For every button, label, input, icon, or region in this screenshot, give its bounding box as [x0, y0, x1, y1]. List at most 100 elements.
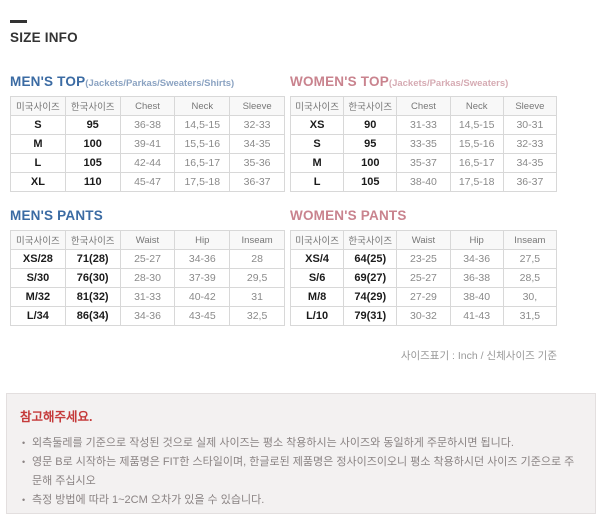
size-value-cell: 79(31): [343, 306, 398, 326]
table-row: L 105 38-40 17,5-18 36-37: [289, 172, 558, 192]
mens-pants-table: 미국사이즈 한국사이즈 Waist Hip Inseam XS/28 71(28) 25-27…: [10, 230, 285, 326]
measurement-cell: 40-42: [174, 287, 231, 307]
measurement-cell: 28: [229, 249, 285, 269]
table-header-row: 미국사이즈 한국사이즈 Chest Neck Sleeve: [289, 96, 558, 116]
measurement-cell: 34-36: [174, 249, 231, 269]
size-value-cell: L/34: [10, 306, 66, 326]
column-header: Waist: [119, 230, 176, 250]
measurement-cell: 33-35: [396, 134, 451, 154]
measurement-cell: 36-38: [119, 115, 176, 135]
measurement-cell: 32,5: [229, 306, 285, 326]
column-header: Waist: [396, 230, 451, 250]
column-header: Inseam: [229, 230, 285, 250]
measurement-cell: 31-33: [396, 115, 451, 135]
measurement-cell: 17,5-18: [449, 172, 504, 192]
measurement-cell: 25-27: [396, 268, 451, 288]
size-value-cell: 100: [64, 134, 121, 154]
measurement-cell: 30-32: [396, 306, 451, 326]
size-value-cell: 95: [64, 115, 121, 135]
table-row: S 95 33-35 15,5-16 32-33: [289, 134, 558, 154]
table-row: S/6 69(27) 25-27 36-38 28,5: [289, 268, 558, 288]
measurement-cell: 32-33: [502, 134, 558, 154]
table-row: L 105 42-44 16,5-17 35-36: [10, 153, 285, 173]
measurement-cell: 36-37: [502, 172, 558, 192]
notice-item: • 영문 B로 시작하는 제품명은 FIT한 스타일이며, 한글로된 제품명은 정…: [20, 453, 581, 491]
column-header: 한국사이즈: [343, 96, 398, 116]
measurement-cell: 36-37: [229, 172, 285, 192]
measurement-cell: 37-39: [174, 268, 231, 288]
measurement-cell: 23-25: [396, 249, 451, 269]
measurement-cell: 41-43: [449, 306, 504, 326]
measurement-cell: 45-47: [119, 172, 176, 192]
page-title: SIZE INFO: [10, 30, 78, 45]
size-value-cell: 81(32): [64, 287, 121, 307]
womens-top-table: 미국사이즈 한국사이즈 Chest Neck Sleeve XS 90 31-33 14,5-1…: [289, 96, 558, 192]
bullet-icon: •: [22, 457, 26, 467]
womens-pants-table: 미국사이즈 한국사이즈 Waist Hip Inseam XS/4 64(25) 23-25 3…: [289, 230, 558, 326]
column-header: Neck: [174, 96, 231, 116]
table-row: S 95 36-38 14,5-15 32-33: [10, 115, 285, 135]
size-value-cell: M: [289, 153, 345, 173]
womens-pants-title: WOMEN'S PANTS: [290, 208, 407, 223]
size-value-cell: 69(27): [343, 268, 398, 288]
column-header: Sleeve: [229, 96, 285, 116]
womens-top-subtitle: (Jackets/Parkas/Sweaters): [388, 78, 509, 89]
measurement-cell: 25-27: [119, 249, 176, 269]
measurement-cell: 27,5: [502, 249, 558, 269]
column-header: Chest: [396, 96, 451, 116]
measurement-cell: 27-29: [396, 287, 451, 307]
title-accent-dash: [10, 20, 27, 23]
size-value-cell: XS: [289, 115, 345, 135]
size-value-cell: L: [289, 172, 345, 192]
table-row: XL 110 45-47 17,5-18 36-37: [10, 172, 285, 192]
measurement-cell: 35-36: [229, 153, 285, 173]
size-value-cell: 105: [64, 153, 121, 173]
size-value-cell: M/8: [289, 287, 345, 307]
title-block: SIZE INFO: [0, 0, 600, 45]
size-value-cell: 71(28): [64, 249, 121, 269]
size-value-cell: 90: [343, 115, 398, 135]
bullet-icon: •: [22, 495, 26, 505]
measurement-cell: 31: [229, 287, 285, 307]
column-header: 미국사이즈: [289, 230, 345, 250]
measurement-cell: 14,5-15: [449, 115, 504, 135]
table-row: M/8 74(29) 27-29 38-40 30,: [289, 287, 558, 307]
measurement-cell: 38-40: [449, 287, 504, 307]
column-header: Neck: [449, 96, 504, 116]
measurement-cell: 17,5-18: [174, 172, 231, 192]
notice-item: • 측정 방법에 따라 1~2CM 오차가 있을 수 있습니다.: [20, 491, 581, 510]
measurement-cell: 15,5-16: [174, 134, 231, 154]
column-header: Hip: [174, 230, 231, 250]
size-value-cell: 95: [343, 134, 398, 154]
womens-top-section: WOMEN'S TOP(Jackets/Parkas/Sweaters) 미국사…: [289, 73, 558, 192]
mens-top-title: MEN'S TOP: [10, 74, 86, 89]
table-row: S/30 76(30) 28-30 37-39 29,5: [10, 268, 285, 288]
measurement-cell: 36-38: [449, 268, 504, 288]
table-row: XS/28 71(28) 25-27 34-36 28: [10, 249, 285, 269]
size-value-cell: M: [10, 134, 66, 154]
notice-list: • 외측둘레를 기준으로 작성된 것으로 실제 사이즈는 평소 착용하시는 사이즈…: [20, 434, 581, 510]
column-header: 한국사이즈: [64, 230, 121, 250]
size-value-cell: 110: [64, 172, 121, 192]
size-value-cell: 105: [343, 172, 398, 192]
size-value-cell: 74(29): [343, 287, 398, 307]
size-unit-note: 사이즈표기 : Inch / 신체사이즈 기준: [400, 350, 557, 362]
size-value-cell: L/10: [289, 306, 345, 326]
column-header: 미국사이즈: [10, 96, 66, 116]
mens-pants-section: MEN'S PANTS 미국사이즈 한국사이즈 Waist Hip Inseam XS/2…: [10, 207, 285, 326]
mens-top-table: 미국사이즈 한국사이즈 Chest Neck Sleeve S 95 36-38 14,5-15…: [10, 96, 285, 192]
size-value-cell: S: [10, 115, 66, 135]
table-row: M 100 35-37 16,5-17 34-35: [289, 153, 558, 173]
measurement-cell: 34-36: [449, 249, 504, 269]
column-header: Chest: [119, 96, 176, 116]
column-header: 미국사이즈: [10, 230, 66, 250]
size-value-cell: S/30: [10, 268, 66, 288]
measurement-cell: 31,5: [502, 306, 558, 326]
table-row: M 100 39-41 15,5-16 34-35: [10, 134, 285, 154]
measurement-cell: 32-33: [229, 115, 285, 135]
measurement-cell: 16,5-17: [174, 153, 231, 173]
mens-top-subtitle: (Jackets/Parkas/Sweaters/Shirts): [85, 78, 235, 89]
bullet-icon: •: [22, 438, 26, 448]
womens-top-title: WOMEN'S TOP: [290, 74, 389, 89]
size-value-cell: XS/4: [289, 249, 345, 269]
